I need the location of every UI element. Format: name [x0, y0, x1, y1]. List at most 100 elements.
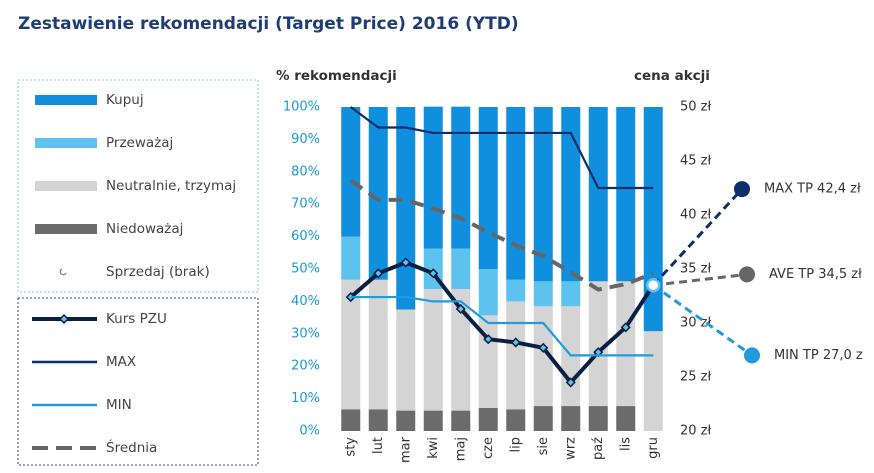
- annotation-connector: [653, 272, 748, 287]
- line-marker: [538, 342, 549, 353]
- bar: [588, 107, 608, 282]
- bar: [478, 107, 498, 269]
- y2-tick-label: 45 zł: [680, 154, 711, 169]
- x-tick-label: lip: [508, 437, 523, 452]
- x-tick-label: mar: [398, 436, 413, 463]
- bar: [341, 409, 361, 431]
- bar: [616, 107, 636, 282]
- line-marker: [510, 337, 521, 348]
- annotation-marker: [739, 266, 755, 283]
- legend-label: Sprzedaj (brak): [106, 264, 210, 280]
- x-tick-label: kwi: [426, 437, 441, 459]
- bar: [423, 106, 443, 249]
- line-marker: [565, 377, 576, 388]
- x-tick-label: cze: [481, 437, 496, 459]
- y-tick-label: 100%: [283, 100, 320, 115]
- bar: [588, 281, 608, 407]
- line-marker: [400, 257, 411, 268]
- y2-tick-label: 40 zł: [680, 208, 711, 223]
- bar: [561, 281, 581, 307]
- y-axis-title: % rekomendacji: [276, 68, 397, 84]
- legend-label: Przeważaj: [106, 135, 173, 151]
- bar: [341, 236, 361, 280]
- legend-label: Niedoważaj: [106, 221, 183, 237]
- bar: [643, 331, 663, 431]
- y-tick-label: 80%: [291, 164, 320, 179]
- bar: [341, 107, 361, 237]
- bar: [533, 406, 553, 431]
- chart-title: Zestawienie rekomendacji (Target Price) …: [18, 14, 519, 34]
- annotation-connector: [652, 188, 744, 287]
- legend-label: Kurs PZU: [106, 311, 167, 327]
- bar: [533, 107, 553, 282]
- bar: [478, 407, 498, 431]
- bar: [506, 279, 526, 302]
- line-series: [350, 106, 654, 190]
- y-tick-label: 70%: [291, 197, 320, 212]
- y2-tick-label: 20 zł: [680, 424, 711, 439]
- legend-swatch: [35, 138, 97, 148]
- bar: [506, 107, 526, 280]
- x-tick-label: sie: [536, 437, 551, 455]
- legend-marker: [58, 313, 70, 325]
- bar: [368, 409, 388, 431]
- y2-tick-label: 25 zł: [680, 370, 711, 385]
- bar: [616, 406, 636, 431]
- y-tick-label: 0%: [299, 424, 320, 439]
- x-tick-label: lut: [371, 437, 386, 454]
- bar: [506, 301, 526, 410]
- bar: [533, 281, 553, 307]
- annotation-label: MIN TP 27,0 z: [774, 348, 863, 363]
- y2-tick-label: 30 zł: [680, 316, 711, 331]
- line-series: [349, 178, 654, 292]
- legend-label: Średnia: [106, 438, 157, 456]
- line-series: [349, 260, 655, 385]
- legend-box: [17, 297, 259, 466]
- y-tick-label: 40%: [291, 294, 320, 309]
- bar: [588, 406, 608, 431]
- annotation-marker: [744, 347, 760, 364]
- legend-box: [17, 79, 259, 293]
- legend-label: Kupuj: [106, 92, 144, 108]
- bar: [616, 281, 636, 407]
- y2-axis-title: cena akcji: [634, 68, 710, 84]
- y2-tick-label: 50 zł: [680, 100, 711, 115]
- line-marker: [428, 268, 439, 279]
- annotation-connector: [652, 283, 753, 357]
- bar: [396, 410, 416, 431]
- bar: [561, 406, 581, 431]
- legend-label: Neutralnie, trzymaj: [106, 178, 236, 194]
- y-tick-label: 90%: [291, 132, 320, 147]
- y2-tick-label: 35 zł: [680, 262, 711, 277]
- x-tick-label: gru: [646, 437, 661, 459]
- bar: [396, 309, 416, 411]
- y-tick-label: 10%: [291, 391, 320, 406]
- bar: [423, 410, 443, 431]
- line-marker: [373, 268, 384, 279]
- annotation-marker: [734, 181, 750, 198]
- line-marker: [620, 322, 631, 333]
- bar: [643, 107, 663, 332]
- bar: [368, 279, 388, 410]
- legend-swatch: [35, 95, 97, 105]
- annotation-label: MAX TP 42,4 zł: [764, 182, 861, 197]
- legend-swatch: [59, 268, 67, 276]
- legend-label: MIN: [106, 397, 132, 413]
- x-tick-label: lis: [618, 437, 633, 451]
- bar: [341, 279, 361, 410]
- x-tick-label: paź: [591, 437, 606, 460]
- y-tick-label: 60%: [291, 229, 320, 244]
- legend-swatch: [35, 224, 97, 234]
- line-marker: [483, 334, 494, 345]
- line-marker: [455, 303, 466, 315]
- bar: [451, 106, 471, 249]
- y-tick-label: 50%: [291, 262, 320, 277]
- bar: [533, 306, 553, 407]
- bar: [396, 107, 416, 310]
- bar: [368, 107, 388, 280]
- bar: [451, 289, 471, 411]
- bar: [506, 409, 526, 431]
- y-tick-label: 30%: [291, 326, 320, 341]
- bar: [451, 248, 471, 290]
